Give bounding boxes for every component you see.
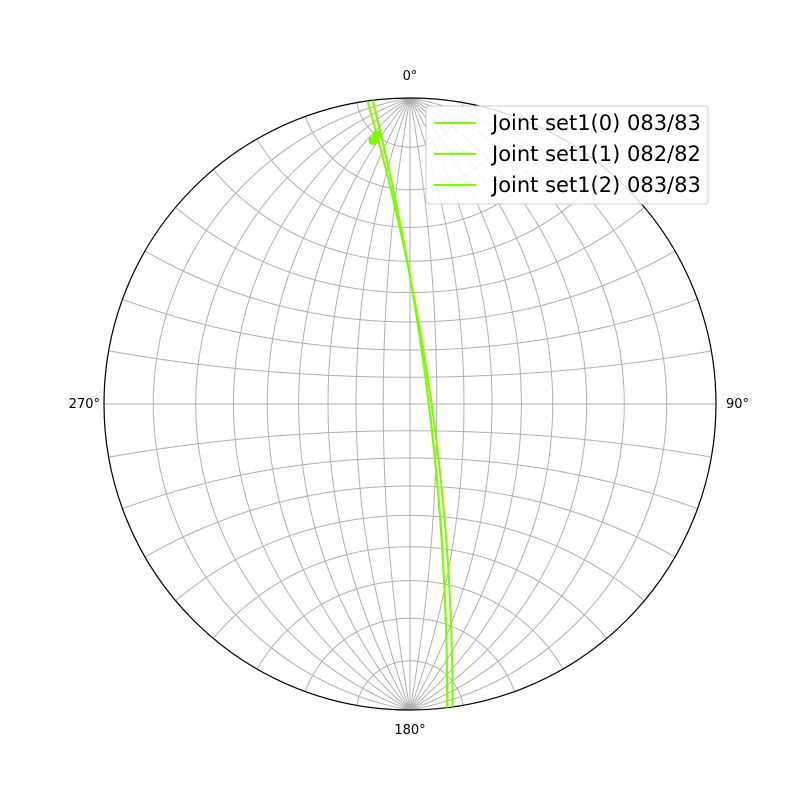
azimuth-label-south: 180°	[394, 723, 425, 738]
grid	[104, 98, 716, 710]
legend: Joint set1(0) 083/83 Joint set1(1) 082/8…	[425, 105, 709, 205]
legend-box	[425, 105, 709, 205]
pole-point	[372, 130, 382, 140]
legend-label: Joint set1(2) 083/83	[490, 173, 701, 197]
legend-label: Joint set1(1) 082/82	[490, 142, 701, 166]
poles	[368, 130, 382, 146]
azimuth-label-west: 270°	[69, 397, 100, 412]
plane-great-circle	[371, 100, 449, 708]
primitive-circle	[103, 97, 717, 711]
azimuth-label-north: 0°	[403, 69, 418, 84]
plane-great-circle	[366, 100, 454, 708]
azimuth-label-east: 90°	[726, 397, 749, 412]
legend-label: Joint set1(0) 083/83	[490, 111, 701, 135]
planes	[366, 100, 454, 708]
